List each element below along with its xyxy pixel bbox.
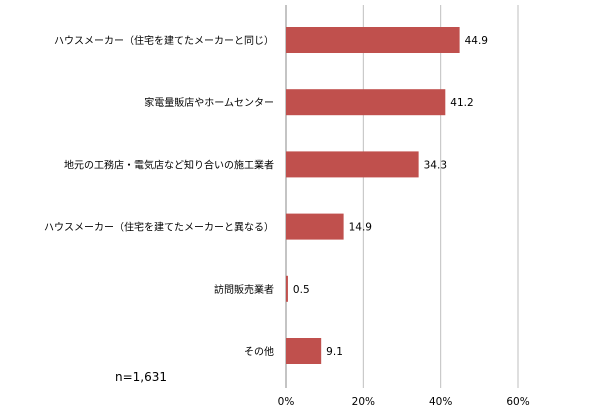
category-label: ハウスメーカー（住宅を建てたメーカーと異なる） bbox=[44, 221, 274, 234]
bar bbox=[286, 27, 460, 53]
bar bbox=[286, 213, 344, 240]
data-label: 9.1 bbox=[326, 346, 343, 358]
data-label: 44.9 bbox=[465, 35, 488, 47]
x-tick-label: 60% bbox=[506, 396, 529, 408]
category-label: 地元の工務店・電気店など知り合いの施工業者 bbox=[64, 158, 274, 171]
bars bbox=[286, 27, 460, 364]
x-tick-label: 20% bbox=[352, 396, 375, 408]
category-label: 訪問販売業者 bbox=[214, 283, 274, 296]
bar bbox=[286, 275, 288, 302]
category-label: ハウスメーカー（住宅を建てたメーカーと同じ） bbox=[54, 34, 274, 47]
data-label: 41.2 bbox=[450, 97, 473, 109]
bar bbox=[286, 338, 322, 364]
category-labels: ハウスメーカー（住宅を建てたメーカーと同じ） 家電量販店やホームセンター地元の工務… bbox=[44, 34, 274, 358]
data-label: 14.9 bbox=[349, 222, 372, 234]
data-label: 0.5 bbox=[293, 284, 310, 296]
data-label: 34.3 bbox=[424, 159, 447, 171]
x-tick-label: 40% bbox=[429, 396, 452, 408]
bar bbox=[286, 89, 446, 116]
x-tick-label: 0% bbox=[278, 396, 295, 408]
sample-size-note: n=1,631 bbox=[115, 370, 168, 384]
category-label: その他 bbox=[244, 345, 274, 358]
bar bbox=[286, 151, 419, 178]
gridlines bbox=[285, 5, 519, 388]
x-tick-labels: 0% 20% 40% 60% bbox=[278, 396, 530, 408]
category-label: 家電量販店やホームセンター bbox=[144, 96, 274, 109]
value-labels: 44.9 41.2 34.3 14.9 0.5 9.1 bbox=[293, 35, 488, 358]
